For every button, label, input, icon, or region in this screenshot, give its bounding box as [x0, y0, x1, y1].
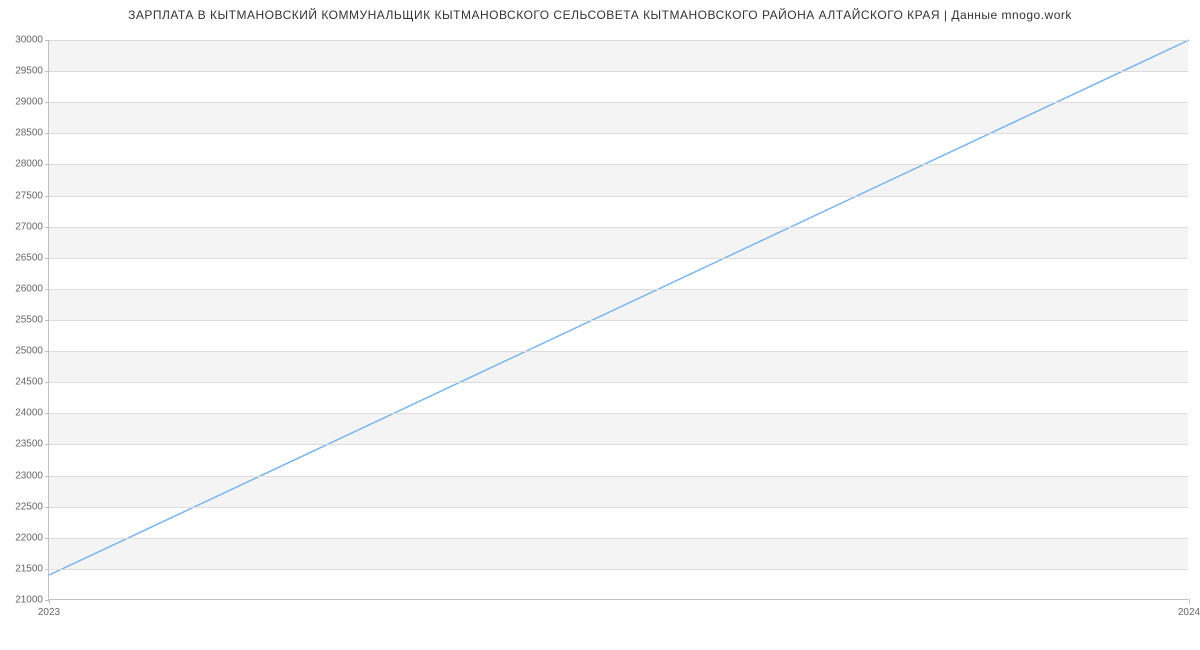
y-gridline [49, 258, 1188, 259]
y-tick-label: 21000 [15, 595, 43, 606]
y-gridline [49, 164, 1188, 165]
y-gridline [49, 133, 1188, 134]
y-tick-label: 30000 [15, 35, 43, 46]
y-tick-mark [45, 507, 49, 508]
y-gridline [49, 102, 1188, 103]
y-tick-mark [45, 320, 49, 321]
y-tick-label: 22000 [15, 532, 43, 543]
y-gridline [49, 507, 1188, 508]
y-tick-mark [45, 538, 49, 539]
y-gridline [49, 476, 1188, 477]
y-tick-mark [45, 40, 49, 41]
y-tick-label: 23500 [15, 439, 43, 450]
y-tick-mark [45, 196, 49, 197]
y-tick-mark [45, 476, 49, 477]
y-tick-label: 25000 [15, 346, 43, 357]
y-tick-mark [45, 71, 49, 72]
y-tick-mark [45, 164, 49, 165]
y-gridline [49, 413, 1188, 414]
y-tick-mark [45, 227, 49, 228]
y-tick-mark [45, 569, 49, 570]
chart-title: ЗАРПЛАТА В КЫТМАНОВСКИЙ КОММУНАЛЬЩИК КЫТ… [0, 8, 1200, 22]
y-gridline [49, 538, 1188, 539]
y-gridline [49, 569, 1188, 570]
y-tick-label: 29000 [15, 97, 43, 108]
y-gridline [49, 382, 1188, 383]
y-tick-label: 26000 [15, 283, 43, 294]
x-tick-label: 2023 [38, 607, 60, 618]
y-tick-label: 27500 [15, 190, 43, 201]
y-tick-mark [45, 382, 49, 383]
plot-area: 2100021500220002250023000235002400024500… [48, 40, 1188, 600]
y-tick-label: 21500 [15, 563, 43, 574]
y-tick-label: 23000 [15, 470, 43, 481]
y-tick-mark [45, 351, 49, 352]
y-gridline [49, 444, 1188, 445]
x-tick-mark [1189, 599, 1190, 604]
y-gridline [49, 289, 1188, 290]
y-tick-label: 29500 [15, 66, 43, 77]
series-line [49, 40, 1189, 575]
y-gridline [49, 71, 1188, 72]
y-gridline [49, 227, 1188, 228]
x-tick-label: 2024 [1178, 607, 1200, 618]
y-gridline [49, 320, 1188, 321]
y-gridline [49, 40, 1188, 41]
y-tick-mark [45, 133, 49, 134]
y-tick-label: 24500 [15, 377, 43, 388]
y-tick-mark [45, 258, 49, 259]
y-tick-label: 22500 [15, 501, 43, 512]
y-tick-label: 26500 [15, 252, 43, 263]
y-tick-label: 25500 [15, 315, 43, 326]
x-tick-mark [49, 599, 50, 604]
y-tick-mark [45, 289, 49, 290]
y-tick-mark [45, 102, 49, 103]
y-tick-label: 28000 [15, 159, 43, 170]
plot-container: 2100021500220002250023000235002400024500… [48, 40, 1188, 600]
y-tick-label: 24000 [15, 408, 43, 419]
y-tick-mark [45, 413, 49, 414]
y-tick-label: 28500 [15, 128, 43, 139]
y-gridline [49, 351, 1188, 352]
y-tick-label: 27000 [15, 221, 43, 232]
y-gridline [49, 196, 1188, 197]
y-tick-mark [45, 444, 49, 445]
